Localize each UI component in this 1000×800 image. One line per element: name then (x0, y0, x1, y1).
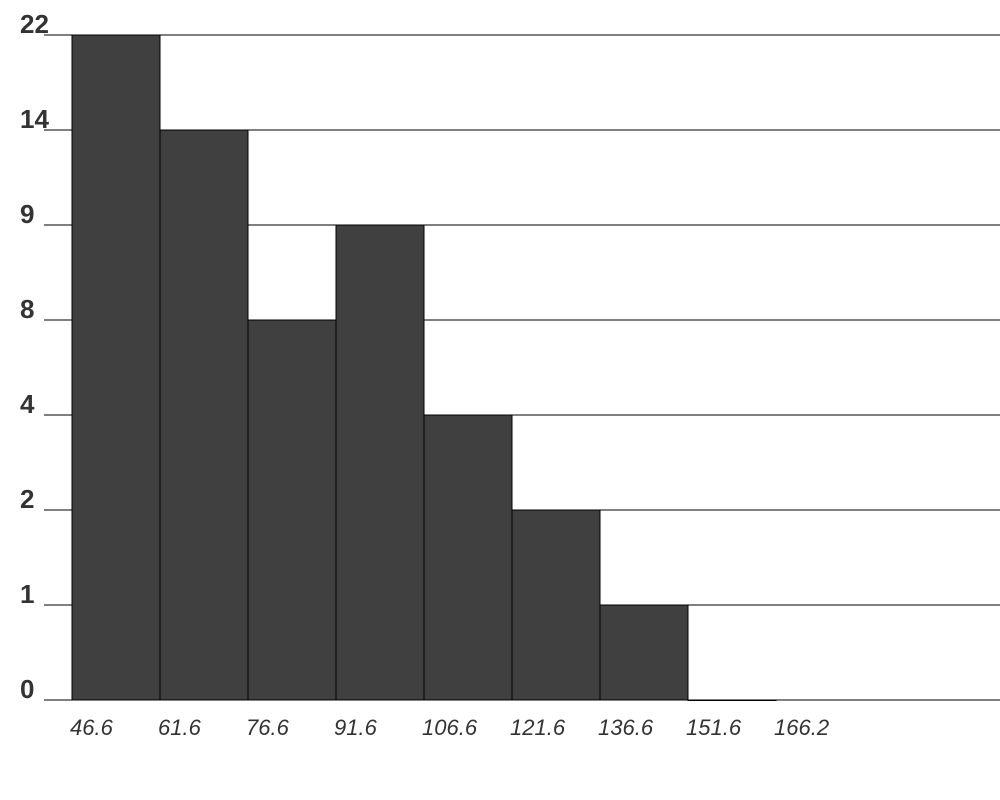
x-tick-label: 136.6 (598, 715, 654, 740)
x-tick-label: 46.6 (70, 715, 114, 740)
y-tick-label: 9 (20, 199, 34, 229)
histogram-bar-61.6 (159, 129, 249, 701)
y-tick-label: 4 (20, 389, 35, 419)
y-tick-label: 8 (20, 294, 34, 324)
histogram-bar-151.6 (687, 699, 777, 701)
x-tick-label: 106.6 (422, 715, 478, 740)
x-tick-label: 166.2 (774, 715, 829, 740)
histogram-bar-106.6 (423, 414, 513, 701)
histogram-bar-46.6 (71, 34, 161, 701)
x-tick-label: 151.6 (686, 715, 742, 740)
x-tick-label: 76.6 (246, 715, 290, 740)
x-tick-label: 91.6 (334, 715, 378, 740)
y-axis-ticks: 0 1 2 4 8 9 14 22 (20, 9, 49, 704)
histogram-bar-121.6 (511, 509, 601, 701)
y-tick-label: 14 (20, 104, 49, 134)
x-tick-label: 61.6 (158, 715, 202, 740)
histogram-bar-76.6 (247, 319, 337, 701)
y-tick-label: 0 (20, 674, 34, 704)
y-tick-label: 22 (20, 9, 49, 39)
histogram-bar-136.6 (599, 604, 689, 701)
y-tick-label: 2 (20, 484, 34, 514)
x-tick-label: 121.6 (510, 715, 566, 740)
histogram-bar-91.6 (335, 224, 425, 701)
y-tick-label: 1 (20, 579, 34, 609)
bars (71, 34, 777, 701)
x-axis-ticks: 46.6 61.6 76.6 91.6 106.6 121.6 136.6 151.6 166.… (70, 715, 829, 740)
